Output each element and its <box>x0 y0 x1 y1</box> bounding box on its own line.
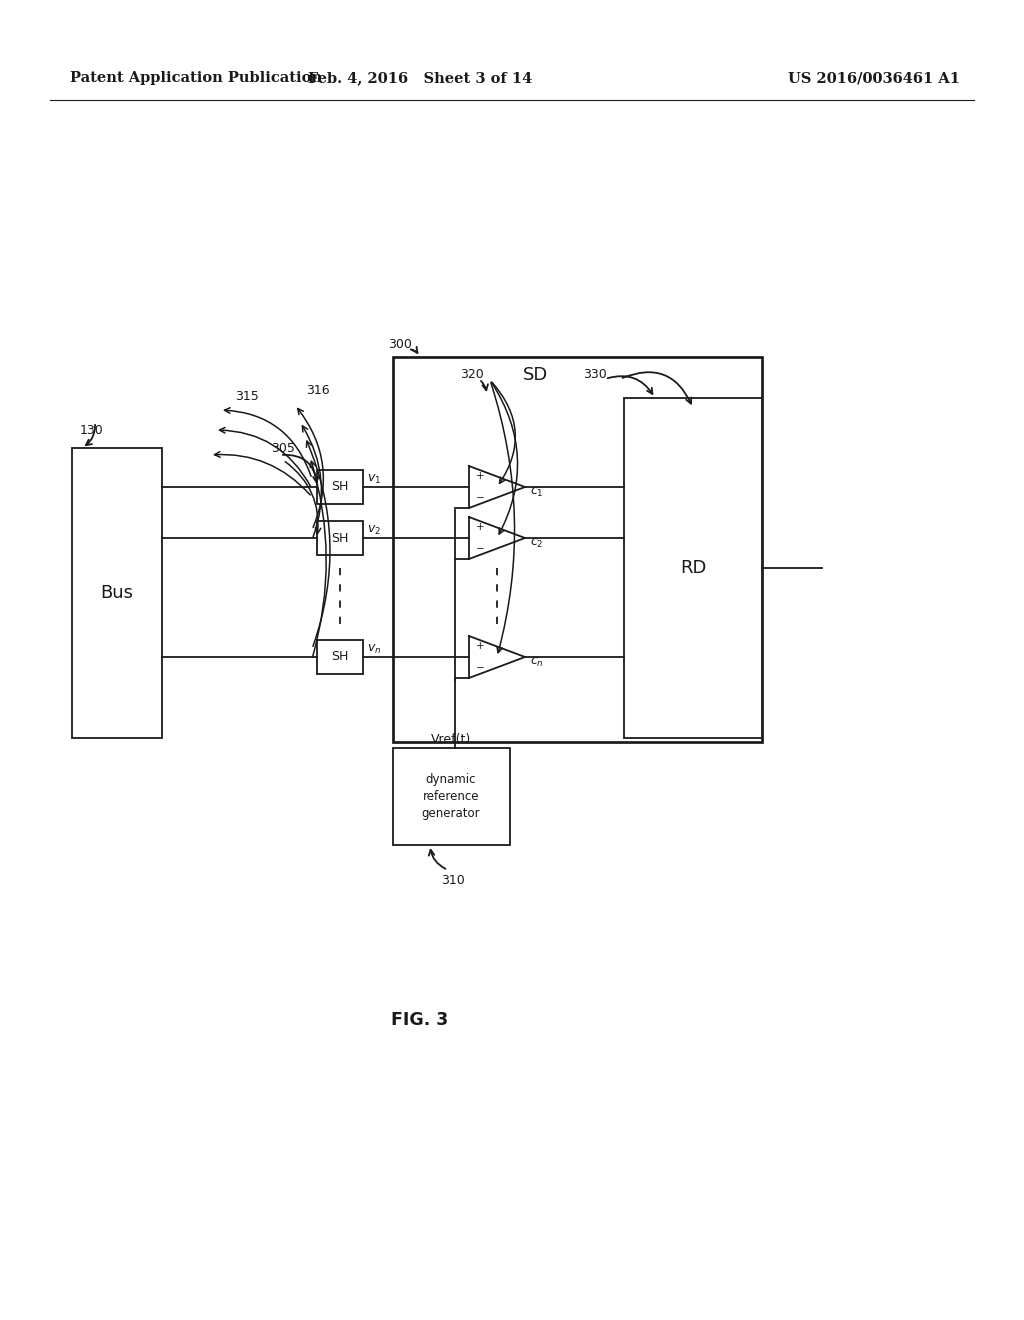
Text: Vref(t): Vref(t) <box>431 734 471 747</box>
Text: RD: RD <box>680 558 707 577</box>
Text: 130: 130 <box>80 424 103 437</box>
Text: 320: 320 <box>460 368 484 381</box>
Text: SH: SH <box>332 651 349 664</box>
Text: 315: 315 <box>236 391 259 404</box>
Text: $c_1$: $c_1$ <box>530 486 544 499</box>
Text: Feb. 4, 2016   Sheet 3 of 14: Feb. 4, 2016 Sheet 3 of 14 <box>308 71 532 84</box>
Text: SH: SH <box>332 532 349 544</box>
Bar <box>317 640 362 675</box>
Text: 300: 300 <box>388 338 412 351</box>
Bar <box>393 748 510 845</box>
Text: FIG. 3: FIG. 3 <box>391 1011 449 1030</box>
Text: SD: SD <box>522 366 548 384</box>
Text: $c_2$: $c_2$ <box>530 536 544 549</box>
Text: Bus: Bus <box>100 583 133 602</box>
Text: 316: 316 <box>306 384 330 396</box>
Bar <box>393 356 762 742</box>
Bar <box>317 470 362 504</box>
Text: −: − <box>476 494 484 503</box>
Bar <box>624 399 762 738</box>
Text: $v_2$: $v_2$ <box>367 524 381 536</box>
Text: US 2016/0036461 A1: US 2016/0036461 A1 <box>788 71 961 84</box>
Text: 330: 330 <box>583 368 607 381</box>
Text: +: + <box>476 640 484 651</box>
Text: +: + <box>476 521 484 532</box>
Text: dynamic
reference
generator: dynamic reference generator <box>422 772 480 820</box>
Text: 310: 310 <box>441 874 465 887</box>
Bar <box>72 447 162 738</box>
Text: Patent Application Publication: Patent Application Publication <box>70 71 322 84</box>
Text: −: − <box>476 544 484 554</box>
Text: +: + <box>476 471 484 480</box>
Text: 305: 305 <box>271 441 295 454</box>
Bar <box>317 521 362 554</box>
Text: −: − <box>476 663 484 673</box>
Text: $v_1$: $v_1$ <box>367 473 381 486</box>
Text: SH: SH <box>332 480 349 494</box>
Text: $v_n$: $v_n$ <box>367 643 381 656</box>
Text: $c_n$: $c_n$ <box>530 656 544 668</box>
